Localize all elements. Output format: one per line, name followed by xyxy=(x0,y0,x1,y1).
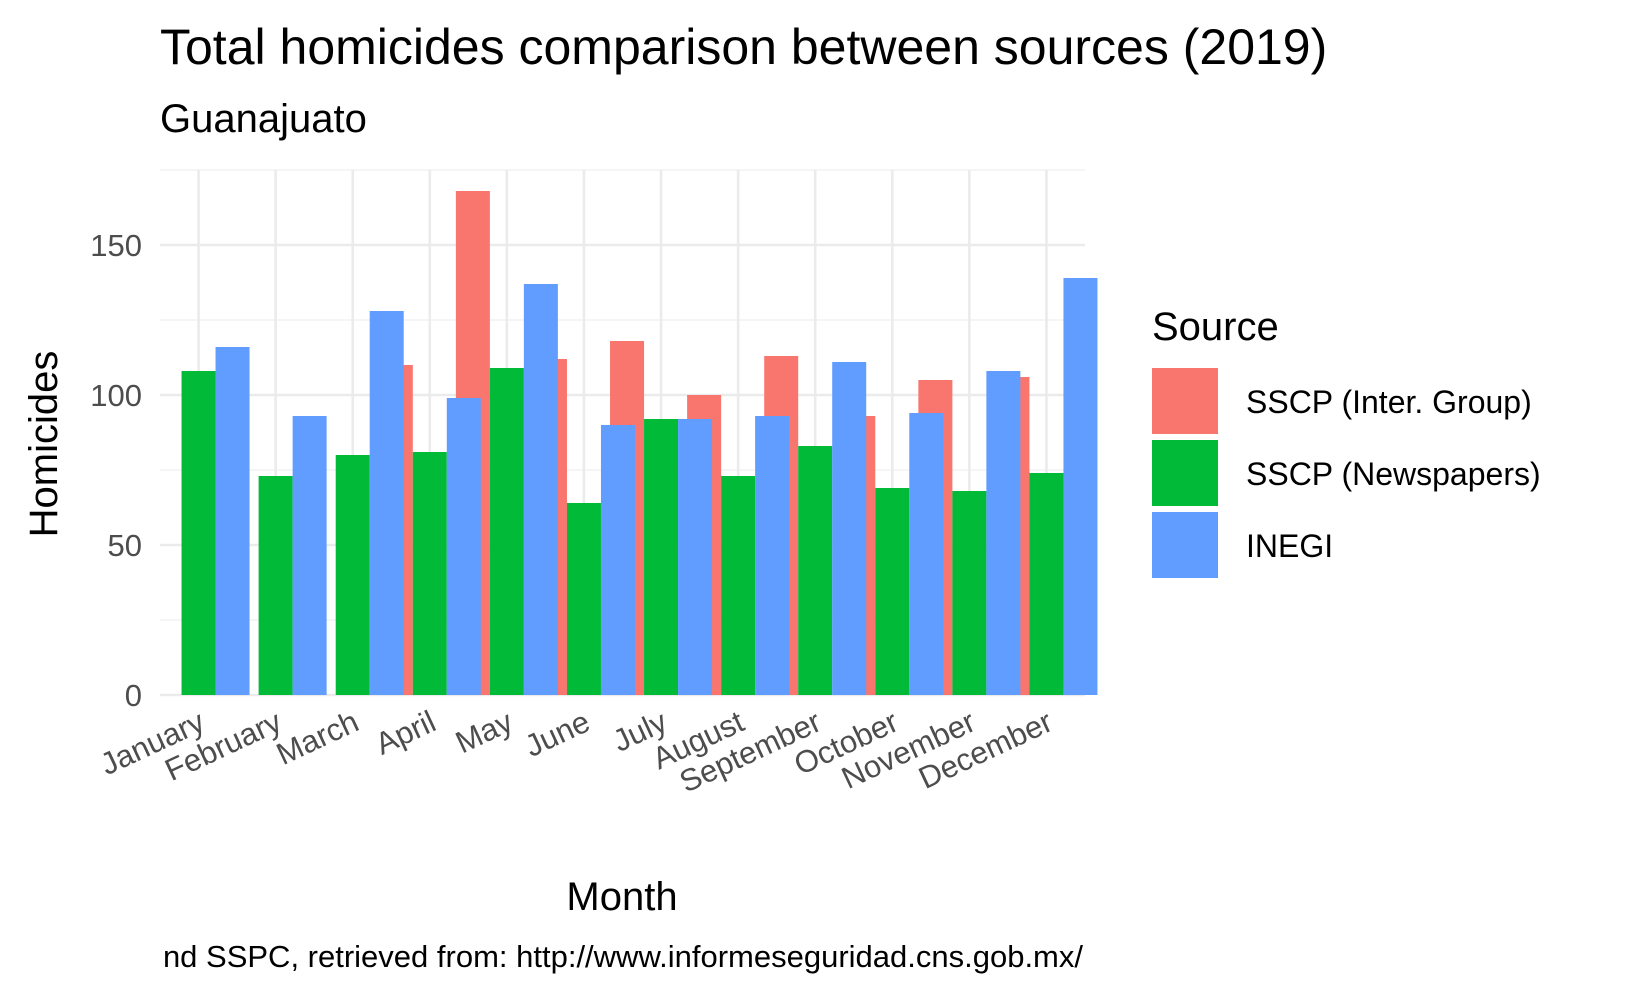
bar-sscp-newspapers-june xyxy=(566,503,601,695)
bar-inegi-august xyxy=(755,416,790,695)
bar-sscp-newspapers-september xyxy=(798,446,833,695)
bar-sscp-newspapers-may xyxy=(489,368,524,695)
bar-sscp-newspapers-august xyxy=(721,476,756,695)
x-tick-label: April xyxy=(370,704,441,762)
legend-label: INEGI xyxy=(1246,528,1333,564)
chart-subtitle: Guanajuato xyxy=(160,97,367,141)
bar-inegi-july xyxy=(678,419,713,695)
bar-sscp-newspapers-march xyxy=(335,455,370,695)
y-axis-ticks: 0 50 100 150 xyxy=(90,228,142,713)
bar-inegi-september xyxy=(832,362,867,695)
legend-items: SSCP (Inter. Group) SSCP (Newspapers) INEG… xyxy=(1152,368,1541,578)
x-tick-label: May xyxy=(450,703,518,760)
x-axis-title: Month xyxy=(566,875,677,919)
bar-sscp-newspapers-april xyxy=(412,452,447,695)
y-axis-title: Homicides xyxy=(22,351,66,538)
bar-sscp-newspapers-february xyxy=(258,476,293,695)
bar-inegi-december xyxy=(1063,278,1098,695)
x-tick-label: March xyxy=(271,704,364,772)
y-tick-label: 50 xyxy=(108,528,142,563)
bar-sscp-newspapers-november xyxy=(952,491,987,695)
y-tick-label: 100 xyxy=(90,378,142,413)
bar-sscp-newspapers-january xyxy=(181,371,216,695)
bar-sscp-newspapers-july xyxy=(644,419,679,695)
chart-caption: nd SSPC, retrieved from: http://www.info… xyxy=(163,939,1083,974)
bar-inegi-june xyxy=(600,425,635,695)
bars xyxy=(181,191,1098,695)
bar-inegi-february xyxy=(292,416,327,695)
y-tick-label: 150 xyxy=(90,228,142,263)
bar-inegi-january xyxy=(215,347,250,695)
legend-label: SSCP (Newspapers) xyxy=(1246,456,1541,492)
y-tick-label: 0 xyxy=(125,678,142,713)
bar-inegi-november xyxy=(986,371,1021,695)
legend-label: SSCP (Inter. Group) xyxy=(1246,384,1532,420)
legend: Source SSCP (Inter. Group) SSCP (Newspape… xyxy=(1152,305,1541,578)
bar-inegi-march xyxy=(369,311,404,695)
bar-sscp-newspapers-october xyxy=(875,488,910,695)
chart-title: Total homicides comparison between sourc… xyxy=(160,19,1327,75)
bar-inegi-april xyxy=(446,398,481,695)
bar-inegi-october xyxy=(909,413,944,695)
x-tick-label: June xyxy=(519,704,595,764)
legend-swatch xyxy=(1152,368,1218,434)
legend-swatch xyxy=(1152,440,1218,506)
bar-sscp-newspapers-december xyxy=(1029,473,1064,695)
legend-title: Source xyxy=(1152,305,1279,349)
legend-swatch xyxy=(1152,512,1218,578)
bar-inegi-may xyxy=(523,284,558,695)
